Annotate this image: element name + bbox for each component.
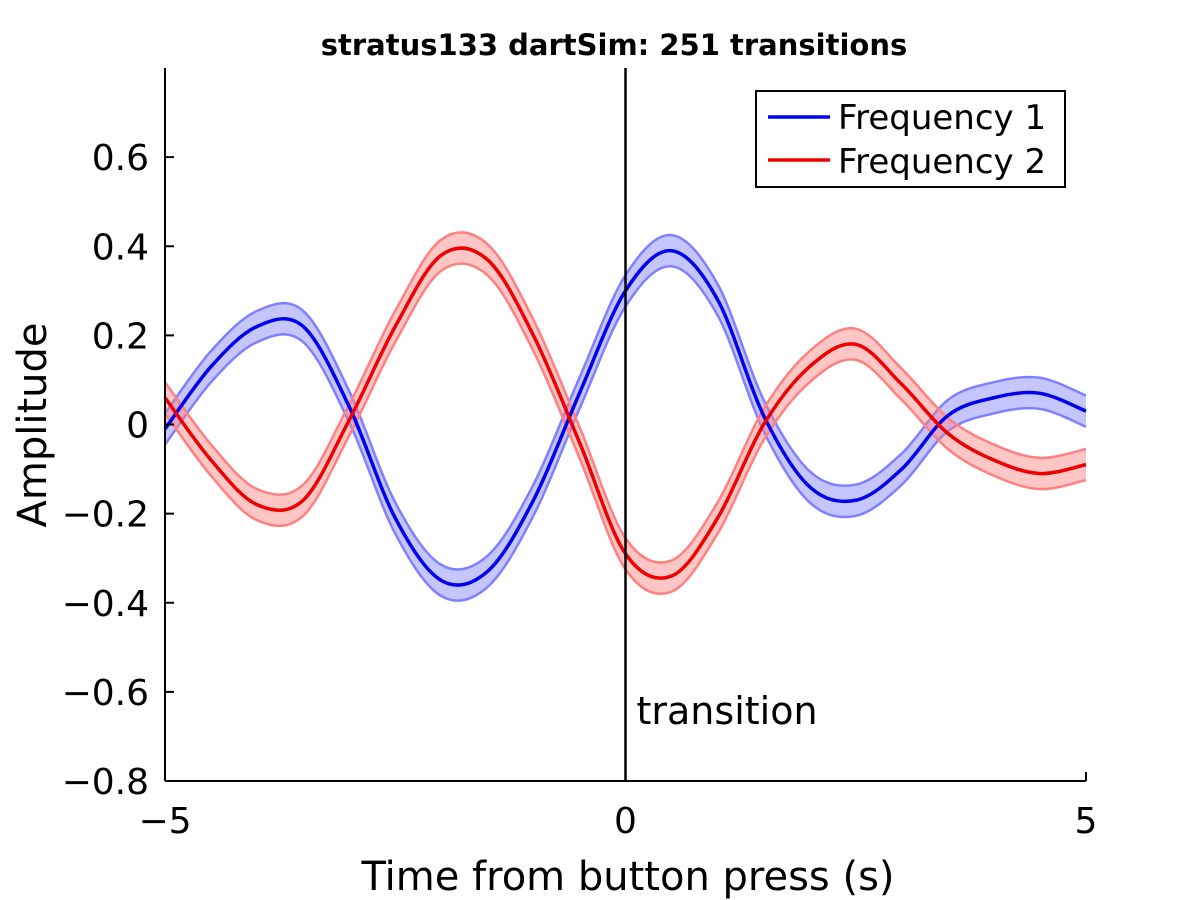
y-tick-label: −0.4 — [62, 584, 149, 625]
y-tick-label: 0 — [126, 406, 149, 447]
tick-marks: −0.8 −0.6 −0.4 −0.2 0 0.2 0.4 0.6 −5 0 5 — [62, 138, 1098, 842]
y-tick-label: 0.6 — [92, 138, 149, 179]
band-upper-edge-frequency-1 — [163, 233, 1087, 571]
legend-label-frequency-2: Frequency 2 — [838, 142, 1046, 182]
y-axis-label: Amplitude — [10, 323, 56, 528]
series-line-frequency-2 — [163, 246, 1087, 580]
legend: Frequency 1 Frequency 2 — [755, 90, 1066, 188]
y-tick-label: −0.8 — [62, 762, 149, 803]
series-lines — [163, 246, 1087, 587]
legend-label-frequency-1: Frequency 1 — [838, 98, 1046, 138]
y-tick-label: −0.2 — [62, 495, 149, 536]
error-bands — [163, 231, 1087, 602]
x-axis-label: Time from button press (s) — [360, 854, 894, 900]
y-tick-label: 0.2 — [92, 316, 149, 357]
error-band-frequency-2 — [165, 232, 1086, 594]
transition-label: transition — [637, 689, 818, 733]
band-upper-edge-frequency-2 — [163, 231, 1087, 564]
x-tick-label: −5 — [138, 801, 191, 842]
error-band-frequency-1 — [165, 235, 1086, 601]
x-tick-label: 0 — [614, 801, 637, 842]
y-tick-label: 0.4 — [92, 227, 149, 268]
x-tick-label: 5 — [1075, 801, 1098, 842]
series-line-frequency-1 — [163, 248, 1087, 587]
y-tick-label: −0.6 — [62, 673, 149, 714]
band-lower-edge-frequency-2 — [163, 262, 1087, 596]
chart-title: stratus133 dartSim: 251 transitions — [321, 28, 907, 62]
legend-box — [755, 90, 1066, 188]
band-lower-edge-frequency-1 — [163, 265, 1087, 602]
